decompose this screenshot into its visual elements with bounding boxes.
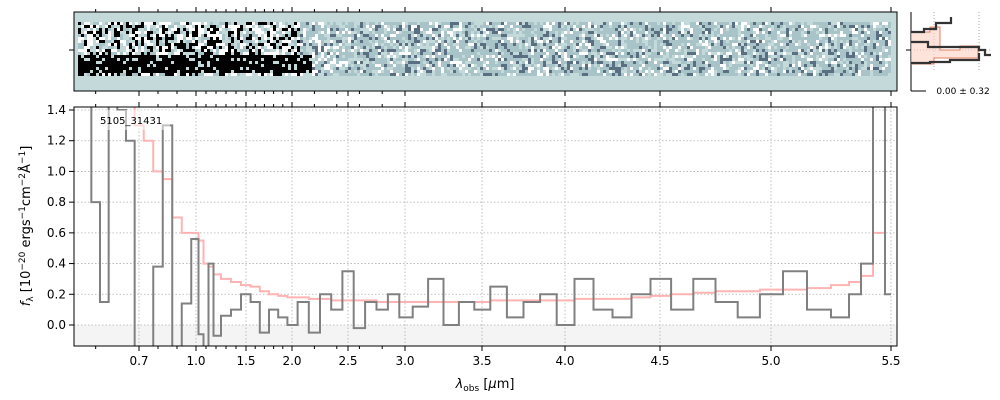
y-axis-label: fλ [10−20 ergs−1cm−2Å−1] (18, 146, 36, 307)
2d-spectrum-image (78, 22, 891, 76)
x-tick-label: 5.5 (881, 354, 900, 368)
histogram-data (911, 17, 991, 65)
x-axis-label: λobs [μm] (455, 377, 515, 394)
histogram-panel: 0.00 ± 0.32 (906, 12, 991, 97)
x-tick-label: 1.0 (186, 354, 205, 368)
flux-spectrum-line (90, 107, 891, 346)
y-tick-label: 0.0 (47, 318, 66, 332)
x-tick-label: 4.5 (650, 354, 669, 368)
2d-spectrum-panel (69, 7, 898, 96)
x-axis: 0.7 1.0 1.5 2.0 2.5 3.0 3.5 4.0 4.5 5.0 5.5 (95, 102, 901, 368)
x-tick-label: 3.5 (472, 354, 491, 368)
y-tick-label: 0.8 (47, 195, 66, 209)
x-tick-label: 4.0 (555, 354, 574, 368)
object-id-label: 5105_31431 (100, 116, 162, 127)
x-tick-label: 1.5 (236, 354, 255, 368)
2d-panel-ticks (95, 7, 892, 96)
y-tick-label: 1.2 (47, 134, 66, 148)
x-tick-label: 2.5 (338, 354, 357, 368)
y-tick-label: 0.2 (47, 287, 66, 301)
y-tick-label: 1.4 (47, 103, 66, 117)
x-tick-label: 0.7 (129, 354, 148, 368)
y-tick-label: 0.4 (47, 257, 66, 271)
x-tick-label: 2.0 (282, 354, 301, 368)
x-tick-label: 5.0 (761, 354, 780, 368)
x-tick-label: 3.0 (395, 354, 414, 368)
histogram-stats-label: 0.00 ± 0.32 (936, 87, 989, 97)
y-tick-label: 1.0 (47, 164, 66, 178)
y-tick-label: 0.6 (47, 226, 66, 240)
y-axis: 0.0 0.2 0.4 0.6 0.8 1.0 1.2 1.4 (47, 103, 74, 332)
main-spectrum-panel: 5105_31431 0.7 1.0 1.5 2.0 2.5 3.0 3.5 4.0 4.5 5.… (18, 102, 901, 394)
